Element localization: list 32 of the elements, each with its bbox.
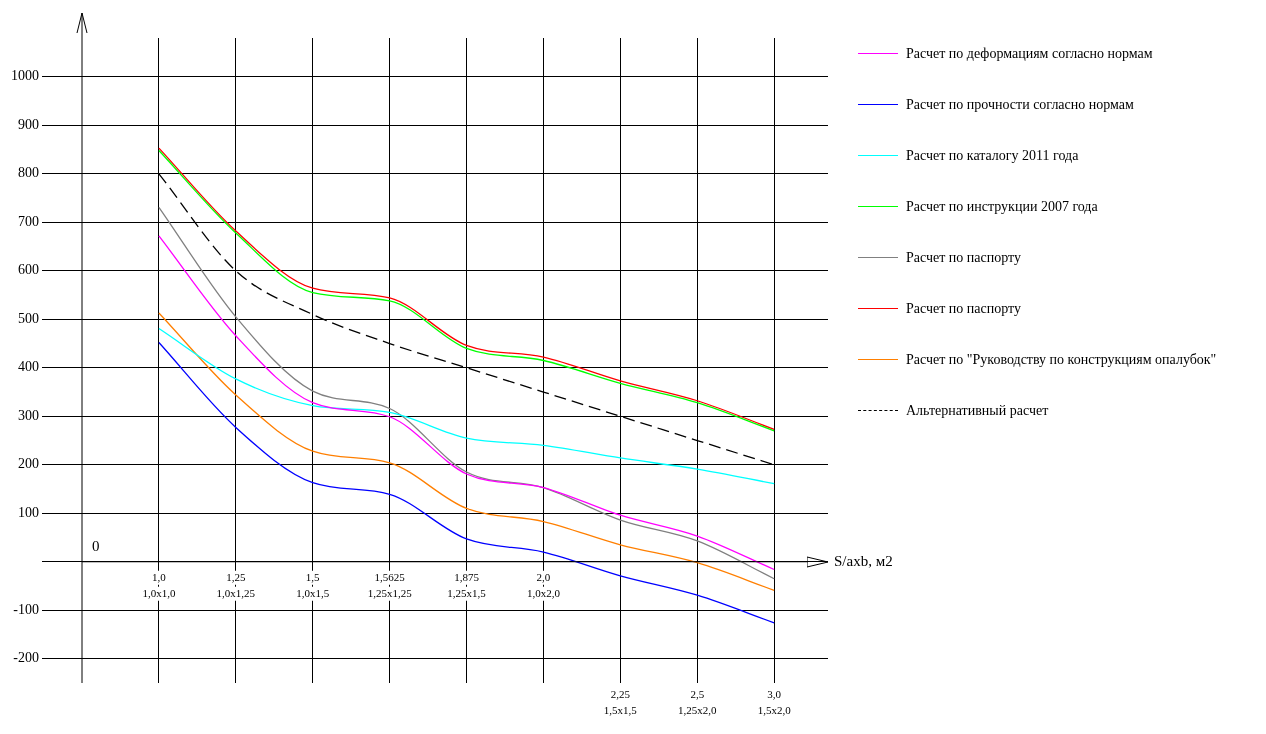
y-tick-label: 100 [18,504,39,520]
legend-label: Альтернативный расчет [906,402,1049,419]
x-tick-label: 1,875 1,25x1,5 [447,570,487,599]
x-tick-label: 2,25 1,5x1,5 [603,687,638,716]
y-tick-label: 400 [18,359,39,375]
legend-label: Расчет по паспорту [906,249,1021,266]
y-tick-label: -200 [13,650,39,666]
x-tick-label: 1,5625 1,25x1,25 [367,570,413,599]
y-tick-label: 800 [18,165,39,181]
x-tick-label: 1,5 1,0x1,5 [296,570,330,599]
y-tick-label: 1000 [11,68,39,84]
legend-label: Расчет по деформациям согласно нормам [906,45,1153,62]
legend-label: Расчет по "Руководству по конструкциям опалубок" [906,351,1217,368]
legend-label: Расчет по каталогу 2011 года [906,147,1079,164]
x-axis-title: S/axb, м2 [834,552,893,570]
legend-label: Расчет по прочности согласно нормам [906,96,1134,113]
y-tick-label: 900 [18,116,39,132]
y-tick-label: 700 [18,213,39,229]
legend-label: Расчет по инструкции 2007 года [906,198,1098,215]
legend-label: Расчет по паспорту [906,300,1021,317]
x-tick-label: 1,0 1,0x1,0 [142,570,176,599]
y-tick-label: 600 [18,262,39,278]
y-tick-label: 200 [18,456,39,472]
x-tick-label: 2,0 1,0x2,0 [526,570,561,599]
annotation: 0 [92,537,100,554]
x-tick-label: 1,25 1,0x1,25 [216,570,256,599]
line-series [158,327,775,485]
y-tick-label: 500 [18,310,39,326]
x-tick-label: 3,0 1,5x2,0 [757,687,792,716]
y-tick-label: -100 [13,601,39,617]
x-tick-label: 2,5 1,25x2,0 [678,687,718,716]
y-tick-label: 300 [18,407,39,423]
